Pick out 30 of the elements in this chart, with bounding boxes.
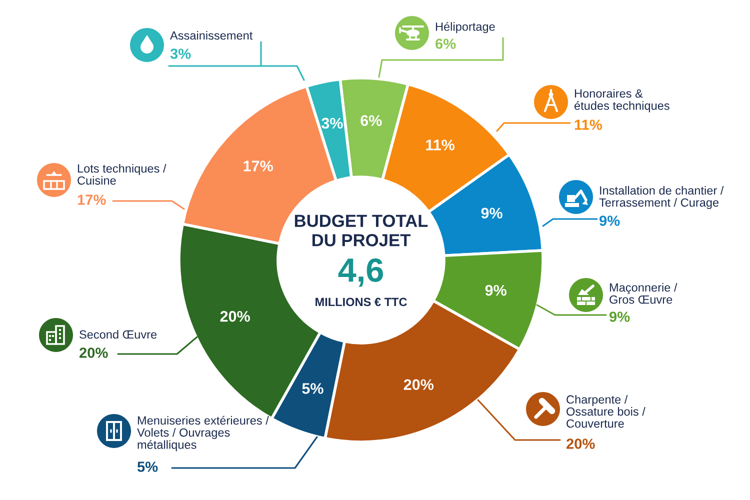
- text: BUDGET TOTAL DU PROJET: [294, 214, 428, 246]
- text: MILLIONS € TTC: [316, 298, 407, 306]
- text: 20%: [80, 348, 108, 358]
- data-label: 9%: [485, 284, 506, 296]
- slice-label: Héliportage: [436, 22, 495, 34]
- data-label: 20%: [404, 379, 434, 390]
- text: 11%: [574, 120, 602, 130]
- data-label: 5%: [302, 383, 324, 394]
- slice-label: Assainissement: [170, 31, 253, 40]
- text: 9%: [600, 216, 620, 226]
- text: 17%: [78, 194, 106, 205]
- text: 5%: [137, 462, 158, 472]
- slice-label: Second Œuvre: [80, 330, 157, 339]
- text: 4,6: [338, 258, 383, 287]
- text: 9%: [610, 312, 630, 322]
- data-label: 20%: [220, 310, 250, 322]
- slice-label: Installation de chantier / Terrassement / Curage: [599, 186, 724, 210]
- data-label: 17%: [244, 160, 273, 172]
- slice-label: Lots techniques / Cuisine: [78, 164, 166, 185]
- data-label: 3%: [322, 118, 343, 129]
- text: 3%: [170, 48, 191, 59]
- slice-label: Honoraires & études techniques: [574, 89, 670, 112]
- data-label: 11%: [426, 140, 455, 150]
- slice-label: Menuiseries extérieures / Volets / Ouvrages métalliques: [137, 416, 269, 452]
- text: 20%: [566, 438, 595, 449]
- slice-label: Maçonnerie / Gros Œuvre: [610, 283, 678, 304]
- text: 6%: [436, 38, 456, 49]
- slice-label: Charpente / Ossature bois / Couverture: [566, 395, 646, 428]
- data-label: 6%: [360, 115, 382, 126]
- data-label: 9%: [481, 208, 502, 219]
